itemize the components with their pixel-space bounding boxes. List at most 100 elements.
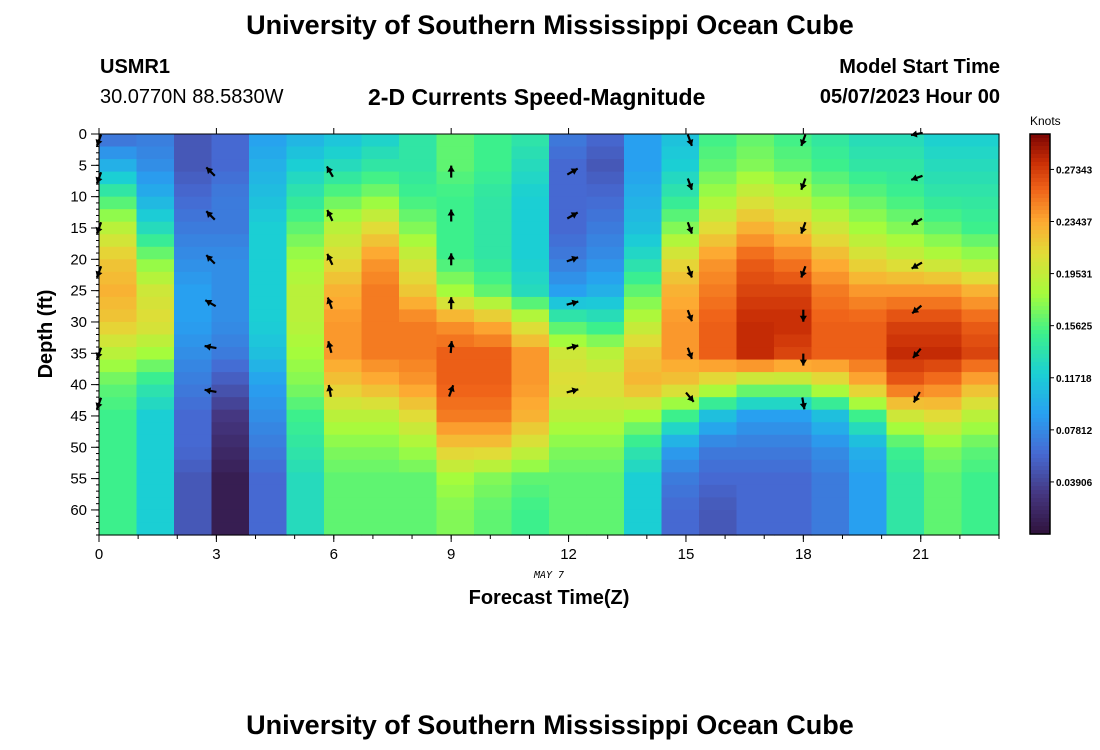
- heatmap-cell: [774, 134, 813, 148]
- heatmap-cell: [249, 347, 288, 361]
- colorbar-segment: [1030, 338, 1050, 343]
- heatmap-cell: [511, 284, 550, 298]
- heatmap-cell: [324, 384, 363, 398]
- heatmap-cell: [849, 409, 888, 423]
- heatmap-cell: [699, 409, 738, 423]
- current-arrow: [447, 297, 455, 310]
- heatmap-cell: [924, 334, 963, 348]
- heatmap-cell: [249, 184, 288, 198]
- current-arrow: [204, 387, 217, 395]
- heatmap-cell: [174, 184, 213, 198]
- heatmap-cell: [961, 334, 1000, 348]
- heatmap-cell: [174, 209, 213, 223]
- heatmap-cell: [586, 171, 625, 185]
- colorbar-segment: [1030, 142, 1050, 147]
- heatmap-cell: [399, 359, 438, 373]
- colorbar-segment: [1030, 438, 1050, 443]
- heatmap-cell: [549, 359, 588, 373]
- heatmap-cell: [811, 196, 850, 210]
- colorbar-segment: [1030, 194, 1050, 199]
- y-tick-label: 55: [70, 471, 87, 488]
- heatmap-cell: [436, 271, 475, 285]
- heatmap-cell: [249, 447, 288, 461]
- heatmap-cell: [324, 372, 363, 386]
- current-arrow: [799, 221, 807, 234]
- heatmap-cell: [961, 246, 1000, 260]
- heatmap-cell: [849, 434, 888, 448]
- heatmap-cell: [961, 422, 1000, 436]
- current-arrow: [686, 347, 694, 360]
- heatmap-cell: [474, 347, 513, 361]
- heatmap-cell: [324, 171, 363, 185]
- colorbar-segment: [1030, 154, 1050, 159]
- heatmap-cell: [624, 422, 663, 436]
- heatmap-cell: [174, 259, 213, 273]
- heatmap-cell: [811, 246, 850, 260]
- heatmap-cell: [99, 522, 138, 536]
- heatmap-cell: [586, 196, 625, 210]
- colorbar-segment: [1030, 138, 1050, 143]
- heatmap-cell: [811, 171, 850, 185]
- heatmap-cell: [849, 134, 888, 148]
- heatmap-cell: [474, 472, 513, 486]
- heatmap-cell: [924, 321, 963, 336]
- heatmap-cell: [549, 271, 588, 285]
- heatmap-cell: [211, 221, 250, 235]
- heatmap-cell: [136, 146, 175, 160]
- colorbar-segment: [1030, 390, 1050, 395]
- heatmap-cell: [99, 159, 138, 173]
- heatmap-cell: [286, 234, 325, 248]
- heatmap-cell: [811, 309, 850, 323]
- heatmap-cell: [399, 246, 438, 260]
- heatmap-cell: [511, 384, 550, 398]
- heatmap-cell: [249, 409, 288, 423]
- colorbar-segment: [1030, 422, 1050, 427]
- heatmap-cell: [699, 221, 738, 235]
- heatmap-cell: [211, 296, 250, 311]
- heatmap-cell: [849, 484, 888, 499]
- heatmap-cell: [736, 397, 775, 411]
- heatmap-cell: [924, 347, 963, 361]
- heatmap-cell: [924, 509, 963, 524]
- heatmap-cell: [436, 296, 475, 311]
- heatmap-cell: [324, 321, 363, 336]
- heatmap-cell: [924, 146, 963, 160]
- heatmap-cell: [286, 284, 325, 298]
- heatmap-cell: [324, 234, 363, 248]
- heatmap-cell: [174, 334, 213, 348]
- heatmap-cell: [211, 359, 250, 373]
- heatmap-cell: [699, 484, 738, 499]
- heatmap-cell: [774, 472, 813, 486]
- heatmap-cell: [361, 159, 400, 173]
- heatmap-cell: [136, 171, 175, 185]
- heatmap-cell: [474, 184, 513, 198]
- heatmap-cell: [474, 146, 513, 160]
- heatmap-cell: [549, 246, 588, 260]
- heatmap-cell: [474, 522, 513, 536]
- heatmap-cell: [961, 359, 1000, 373]
- heatmap-cell: [399, 271, 438, 285]
- heatmap-cell: [661, 522, 700, 536]
- heatmap-cell: [361, 171, 400, 185]
- colorbar-segment: [1030, 502, 1050, 507]
- heatmap-cell: [474, 397, 513, 411]
- heatmap-cell: [849, 146, 888, 160]
- heatmap-cell: [774, 184, 813, 198]
- heatmap-cell: [361, 134, 400, 148]
- heatmap-cell: [924, 384, 963, 398]
- colorbar-segment: [1030, 450, 1050, 455]
- heatmap-cell: [361, 321, 400, 336]
- colorbar: 0.27343 0.23437 0.19531 0.15625 0.11718 0.078…: [1029, 133, 1093, 535]
- heatmap-cell: [286, 134, 325, 148]
- current-arrow: [686, 178, 694, 191]
- heatmap-cell: [249, 522, 288, 536]
- colorbar-segment: [1030, 446, 1050, 451]
- heatmap-cell: [136, 447, 175, 461]
- heatmap-cell: [286, 259, 325, 273]
- heatmap-cell: [699, 497, 738, 511]
- heatmap-cell: [661, 472, 700, 486]
- heatmap-cell: [699, 372, 738, 386]
- heatmap-cell: [211, 171, 250, 185]
- heatmap-cell: [136, 347, 175, 361]
- current-arrow: [911, 217, 923, 226]
